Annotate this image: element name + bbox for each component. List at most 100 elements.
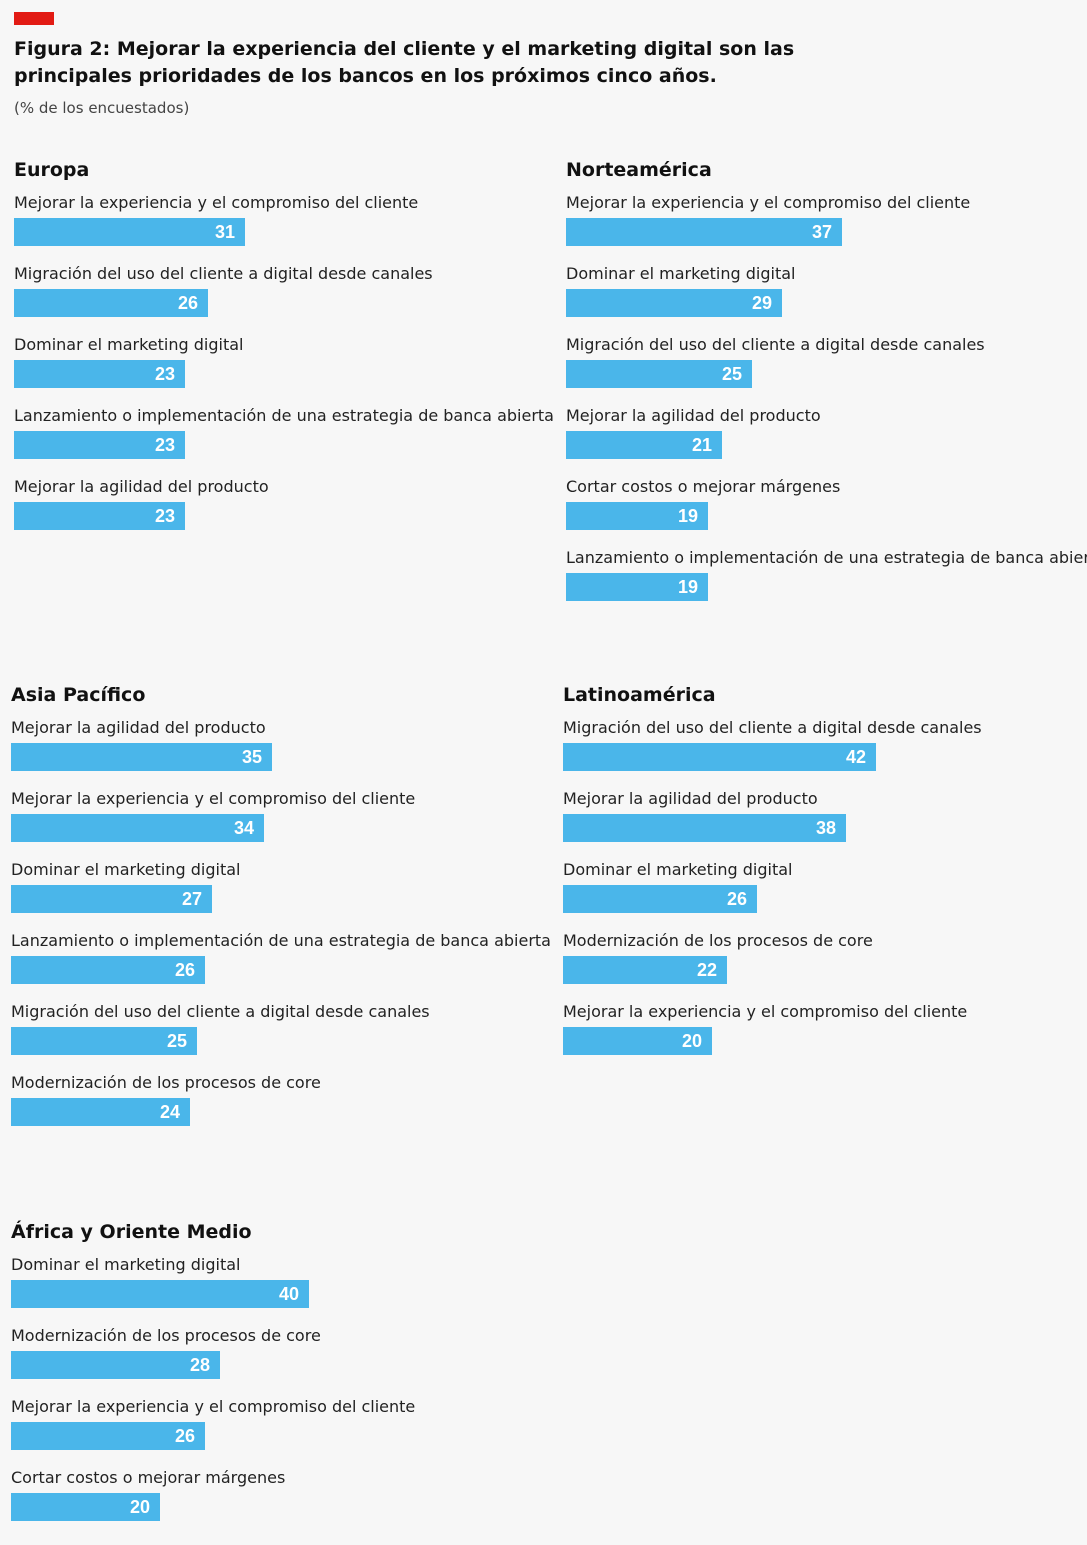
bar-item: Dominar el marketing digital 27 <box>11 859 536 930</box>
data-label: 23 <box>154 506 175 526</box>
bar: 20 <box>11 1493 160 1521</box>
bar: 25 <box>566 360 752 388</box>
bar: 38 <box>563 814 846 842</box>
bar-item: Lanzamiento o implementación de una estr… <box>14 405 554 476</box>
category-label: Migración del uso del cliente a digital … <box>563 718 982 737</box>
category-label: Dominar el marketing digital <box>566 264 796 283</box>
category-label: Mejorar la agilidad del producto <box>14 477 269 496</box>
bar-item: Cortar costos o mejorar márgenes 20 <box>11 1467 536 1538</box>
bar-item: Modernización de los procesos de core 24 <box>11 1072 536 1143</box>
chart-title: Latinoamérica <box>563 684 716 706</box>
bar-item: Lanzamiento o implementación de una estr… <box>566 547 1087 618</box>
bar-item: Modernización de los procesos de core 28 <box>11 1325 536 1396</box>
data-label: 34 <box>233 818 254 838</box>
bar: 37 <box>566 218 842 246</box>
bar: 26 <box>563 885 757 913</box>
category-label: Mejorar la experiencia y el compromiso d… <box>566 193 971 212</box>
bar-item: Mejorar la agilidad del producto 23 <box>14 476 539 547</box>
bar: 25 <box>11 1027 197 1055</box>
bar-item: Mejorar la experiencia y el compromiso d… <box>11 1396 536 1467</box>
data-label: 23 <box>154 435 175 455</box>
bar-item: Mejorar la experiencia y el compromiso d… <box>11 788 536 859</box>
bar-item: Mejorar la agilidad del producto 21 <box>566 405 1087 476</box>
category-label: Dominar el marketing digital <box>11 1255 241 1274</box>
bar-item: Mejorar la experiencia y el compromiso d… <box>566 192 1087 263</box>
bar: 26 <box>14 289 208 317</box>
category-label: Mejorar la agilidad del producto <box>566 406 821 425</box>
data-label: 22 <box>696 960 717 980</box>
data-label: 24 <box>159 1102 180 1122</box>
bar-item: Mejorar la experiencia y el compromiso d… <box>563 1001 1087 1072</box>
data-label: 35 <box>241 747 262 767</box>
category-label: Modernización de los procesos de core <box>563 931 873 950</box>
bar-item: Cortar costos o mejorar márgenes 19 <box>566 476 1087 547</box>
chart-panel: Europa Mejorar la experiencia y el compro… <box>14 158 554 547</box>
bar: 24 <box>11 1098 190 1126</box>
data-label: 26 <box>174 1426 195 1446</box>
bar-item: Modernización de los procesos de core 22 <box>563 930 1087 1001</box>
category-label: Mejorar la agilidad del producto <box>563 789 818 808</box>
chart-panel: Asia Pacífico Mejorar la agilidad del pro… <box>11 683 551 1143</box>
data-label: 26 <box>177 293 198 313</box>
bar-item: Migración del uso del cliente a digital … <box>563 717 1087 788</box>
bar-item: Lanzamiento o implementación de una estr… <box>11 930 551 1001</box>
bar-item: Mejorar la experiencia y el compromiso d… <box>14 192 539 263</box>
figure-subtitle: (% de los encuestados) <box>14 99 190 117</box>
category-label: Dominar el marketing digital <box>563 860 793 879</box>
category-label: Modernización de los procesos de core <box>11 1073 321 1092</box>
data-label: 42 <box>845 747 866 767</box>
category-label: Dominar el marketing digital <box>14 335 244 354</box>
category-label: Dominar el marketing digital <box>11 860 241 879</box>
figure-title: Figura 2: Mejorar la experiencia del cli… <box>14 38 795 87</box>
bar: 27 <box>11 885 212 913</box>
data-label: 26 <box>174 960 195 980</box>
bar: 40 <box>11 1280 309 1308</box>
category-label: Mejorar la experiencia y el compromiso d… <box>14 193 419 212</box>
category-label: Cortar costos o mejorar márgenes <box>11 1468 286 1487</box>
category-label: Lanzamiento o implementación de una estr… <box>11 931 551 950</box>
data-label: 38 <box>815 818 836 838</box>
chart-panel: Latinoamérica Migración del uso del clien… <box>563 683 1087 1072</box>
chart-title: Asia Pacífico <box>11 684 146 706</box>
bar: 28 <box>11 1351 220 1379</box>
category-label: Modernización de los procesos de core <box>11 1326 321 1345</box>
category-label: Migración del uso del cliente a digital … <box>14 264 433 283</box>
data-label: 19 <box>677 506 698 526</box>
bar: 42 <box>563 743 876 771</box>
bar-item: Migración del uso del cliente a digital … <box>14 263 539 334</box>
data-label: 29 <box>751 293 772 313</box>
data-label: 37 <box>811 222 832 242</box>
category-label: Mejorar la agilidad del producto <box>11 718 266 737</box>
category-label: Mejorar la experiencia y el compromiso d… <box>563 1002 968 1021</box>
bar: 22 <box>563 956 727 984</box>
bar: 19 <box>566 573 708 601</box>
bar-item: Dominar el marketing digital 29 <box>566 263 1087 334</box>
chart-title: África y Oriente Medio <box>11 1221 252 1243</box>
bar: 34 <box>11 814 264 842</box>
chart-panel: África y Oriente Medio Dominar el marketi… <box>11 1220 536 1538</box>
data-label: 25 <box>721 364 742 384</box>
data-label: 25 <box>166 1031 187 1051</box>
data-label: 20 <box>129 1497 150 1517</box>
category-label: Cortar costos o mejorar márgenes <box>566 477 841 496</box>
bar: 21 <box>566 431 722 459</box>
bar: 23 <box>14 360 185 388</box>
chart-title: Norteamérica <box>566 159 712 181</box>
data-label: 23 <box>154 364 175 384</box>
chart-title: Europa <box>14 159 90 181</box>
data-label: 21 <box>691 435 712 455</box>
category-label: Lanzamiento o implementación de una estr… <box>14 406 554 425</box>
category-label: Mejorar la experiencia y el compromiso d… <box>11 1397 416 1416</box>
bar: 29 <box>566 289 782 317</box>
bar: 23 <box>14 502 185 530</box>
chart-panel: Norteamérica Mejorar la experiencia y el … <box>566 158 1087 618</box>
bar-item: Dominar el marketing digital 26 <box>563 859 1087 930</box>
data-label: 31 <box>214 222 235 242</box>
bar: 19 <box>566 502 708 530</box>
data-label: 28 <box>189 1355 210 1375</box>
bar-item: Mejorar la agilidad del producto 35 <box>11 717 536 788</box>
category-label: Migración del uso del cliente a digital … <box>11 1002 430 1021</box>
bar-item: Migración del uso del cliente a digital … <box>566 334 1087 405</box>
bar-item: Dominar el marketing digital 40 <box>11 1254 536 1325</box>
data-label: 20 <box>681 1031 702 1051</box>
